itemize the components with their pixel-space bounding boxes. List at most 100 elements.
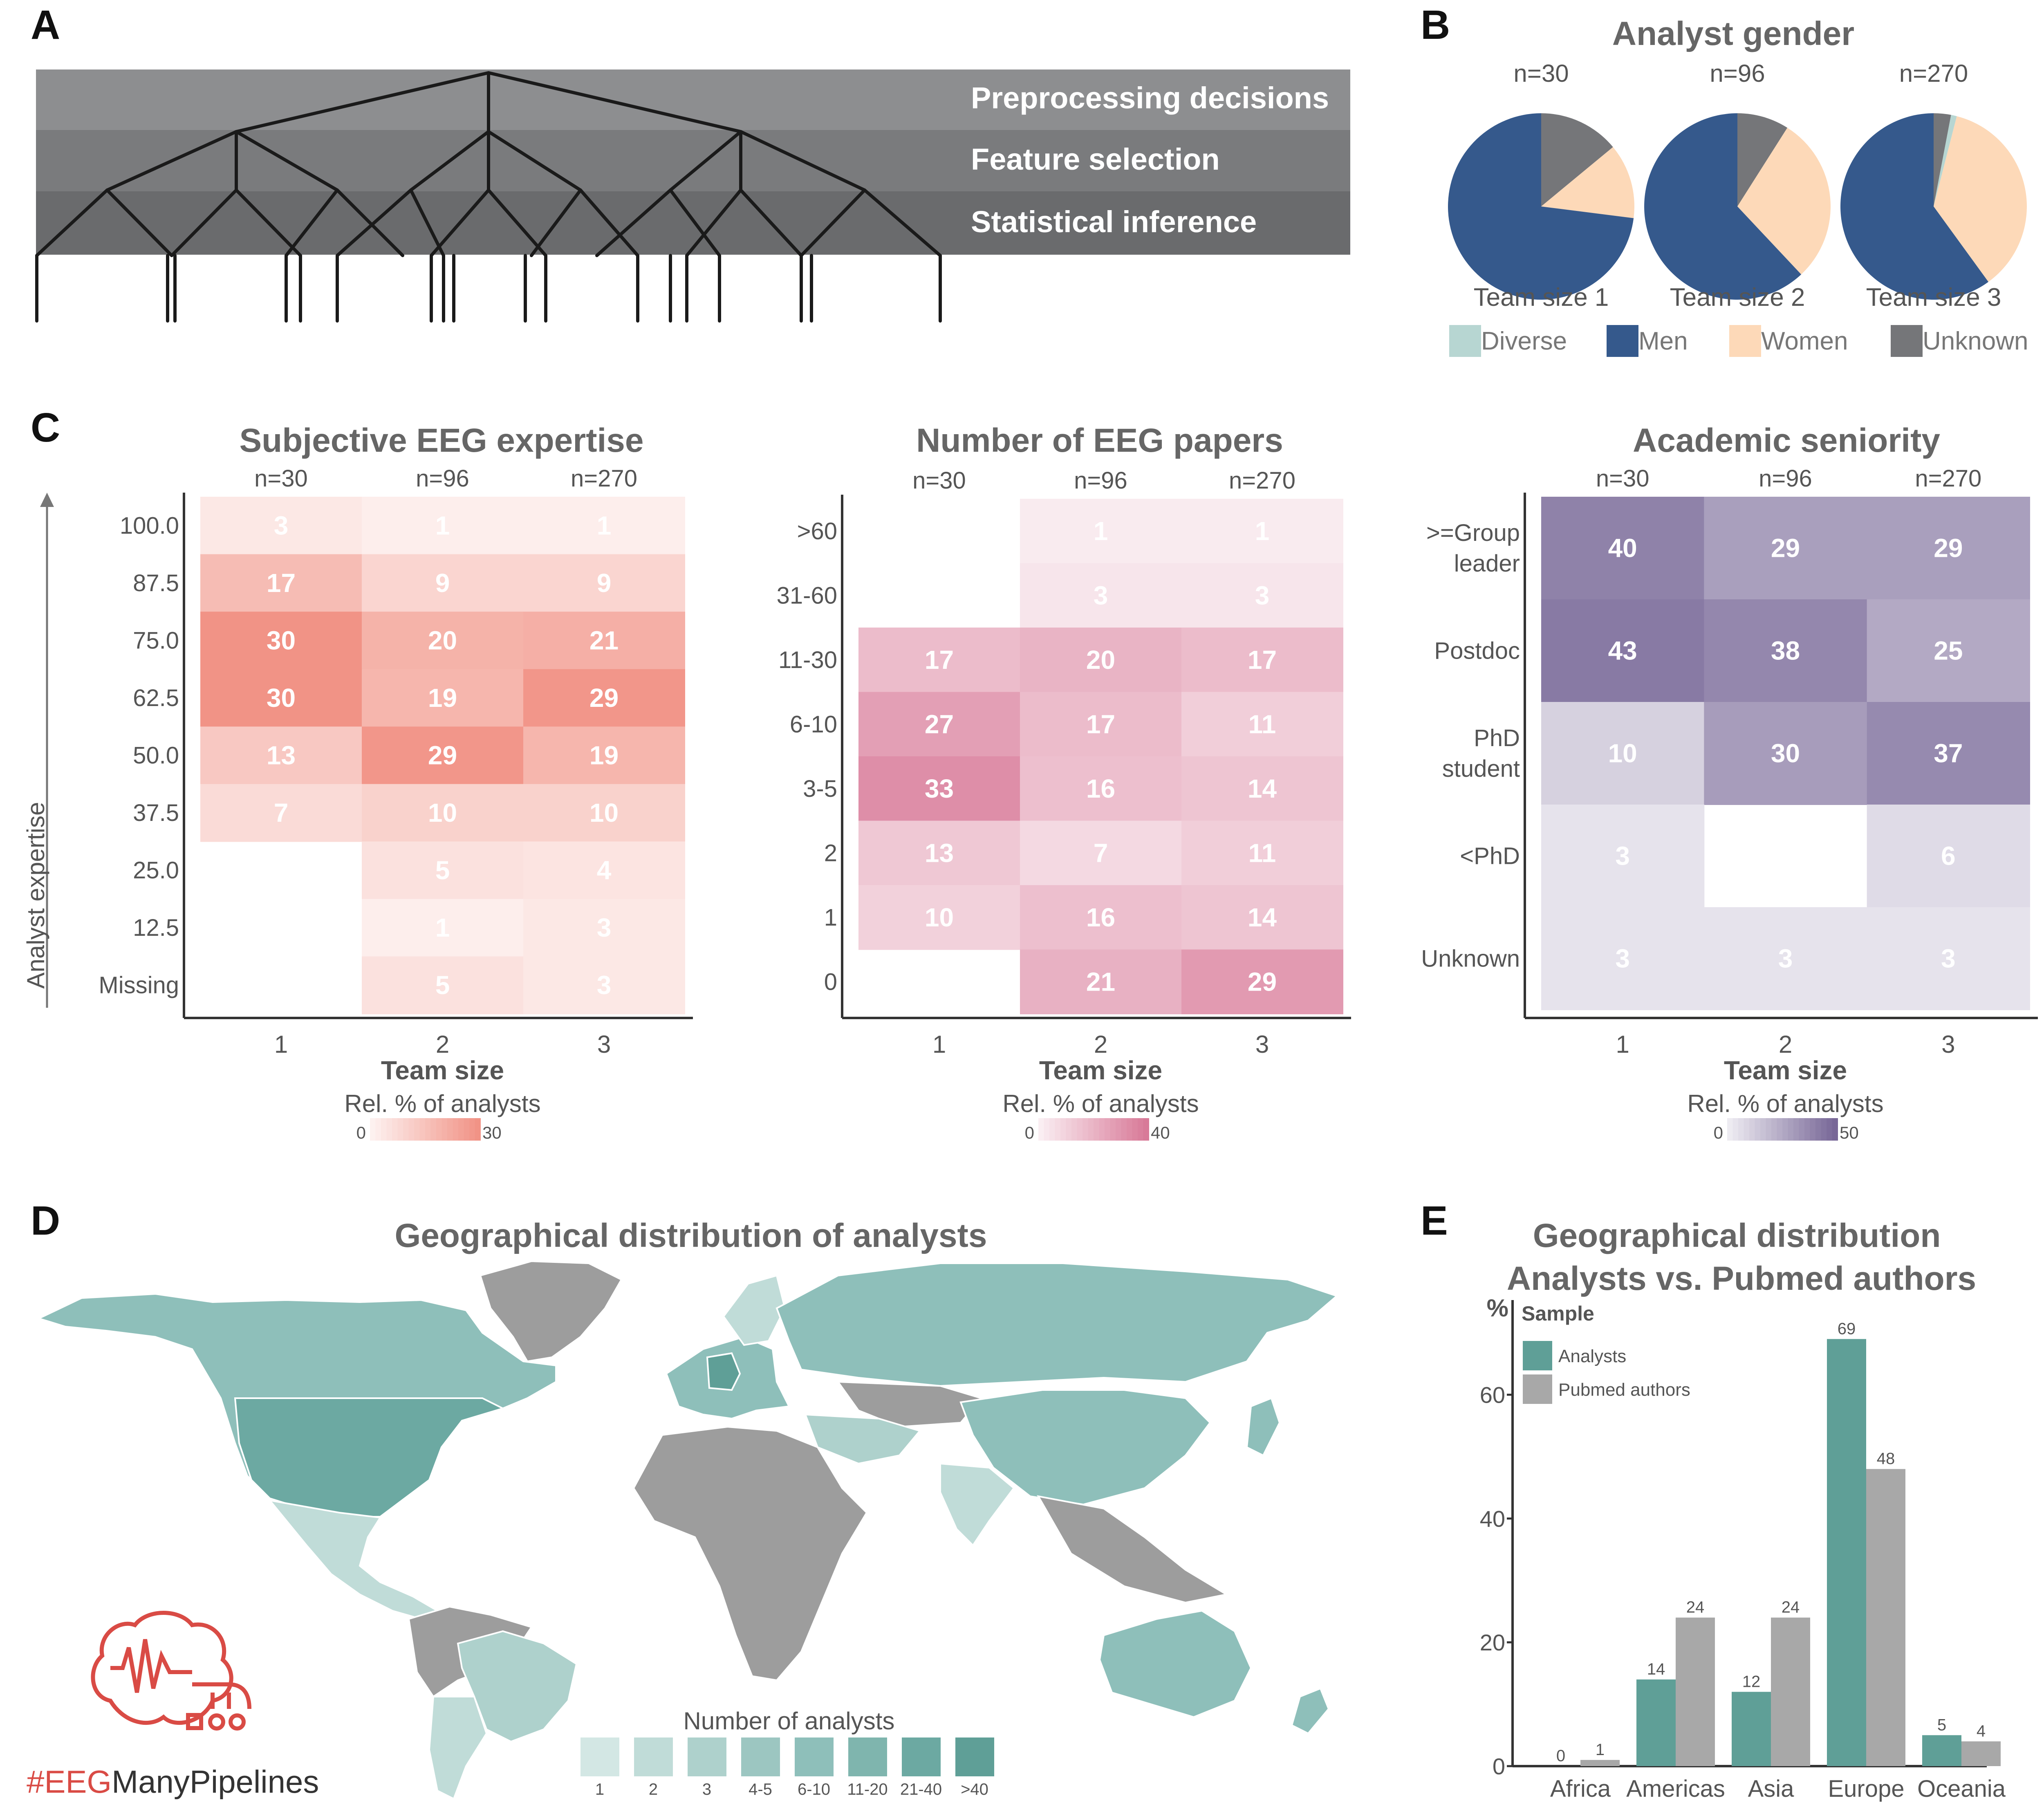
heatmap-3-cell-label: 29 <box>1771 534 1800 563</box>
heatmap-3-cell <box>1704 599 1867 702</box>
pie-1-slice-men <box>1448 113 1634 300</box>
logo-signal-icon <box>110 1639 192 1693</box>
heatmap-2-cell-label: 16 <box>1086 903 1115 932</box>
heatmap-1-n-3: n=270 <box>571 465 637 492</box>
heatmap-2-ytick: 1 <box>824 904 837 931</box>
region-australia <box>1098 1610 1252 1718</box>
heatmap-3-cell-label: 43 <box>1608 636 1637 666</box>
heatmap-3-cell <box>1541 907 1705 1010</box>
logo-brain-icon <box>91 1611 233 1725</box>
gender-legend-label-diverse: Diverse <box>1481 327 1567 355</box>
heatmap-1-cell <box>523 497 685 555</box>
region-mexico-central-america <box>268 1499 439 1620</box>
region-southeast-asia <box>1037 1495 1229 1604</box>
heatmap-3-cell <box>1541 805 1705 908</box>
bar-value-label: 0 <box>1556 1747 1565 1765</box>
heatmap-1-cell-label: 30 <box>267 626 296 655</box>
gender-legend-label-unknown: Unknown <box>1923 327 2028 355</box>
heatmap-2-cell-label: 3 <box>1255 581 1270 610</box>
bar-value-label: 69 <box>1838 1320 1856 1338</box>
heatmap-3-cell <box>1541 702 1705 805</box>
bar-value-label: 1 <box>1596 1741 1605 1759</box>
heatmap-1-cell-label: 29 <box>428 741 457 770</box>
map-legend-swatch-5 <box>795 1738 834 1776</box>
world-map <box>36 1260 1338 1800</box>
map-legend-label-1: 1 <box>595 1780 604 1798</box>
heatmap-1-legend-step <box>397 1118 403 1141</box>
heatmap-1-legend-step <box>475 1118 481 1141</box>
heatmap-2-cell <box>1020 692 1182 757</box>
heatmap-1-cell-label: 3 <box>597 913 612 942</box>
bar-pubmed-authors-africa <box>1580 1760 1620 1766</box>
map-title: Geographical distribution of analysts <box>395 1217 987 1254</box>
heatmap-2-ytick: 2 <box>824 840 837 866</box>
pie-1-slice-women <box>1541 147 1634 218</box>
heatmap-1-cell <box>523 669 685 727</box>
bar-value-label: 5 <box>1937 1716 1946 1734</box>
heatmap-1-n-2: n=96 <box>416 465 469 492</box>
heatmap-3-cell <box>1541 497 1705 600</box>
heatmap-2-ytick: 0 <box>824 969 837 995</box>
heatmap-2-xtick: 2 <box>1094 1031 1107 1058</box>
heatmap-1-cell <box>362 841 524 899</box>
heatmap-2-legend-step <box>1060 1118 1067 1141</box>
map-legend-swatch-7 <box>902 1738 941 1776</box>
heatmap-3-cell-label: 3 <box>1778 944 1793 973</box>
panel-label-c: C <box>31 405 60 451</box>
heatmap-1-cell <box>200 726 362 785</box>
heatmap-1-cell-label: 17 <box>267 568 296 598</box>
heatmap-1-cell-label: 13 <box>267 741 296 770</box>
map-legend: 1 2 3 4-5 6-10 11-20 21-40 >40 <box>580 1738 994 1798</box>
region-south-america-south <box>428 1696 488 1800</box>
pie-3-slice-unknown <box>1934 113 1951 206</box>
heatmap-3-ytick: Unknown <box>1421 946 1520 972</box>
heatmap-3-legend-step <box>1799 1118 1805 1141</box>
gender-legend-swatch-diverse <box>1449 325 1481 357</box>
bar-category-label: Asia <box>1748 1776 1795 1802</box>
heatmap-1-cell-label: 3 <box>597 971 612 1000</box>
band-label-preprocessing: Preprocessing decisions <box>971 81 1329 115</box>
heatmap-1-cell <box>200 669 362 727</box>
heatmap-1-cell <box>523 899 685 957</box>
bar-category-label: Oceania <box>1917 1776 2006 1802</box>
pie-3-slice-men <box>1840 113 1988 300</box>
panel-a-decision-tree: Preprocessing decisions Feature selectio… <box>35 70 1350 323</box>
heatmap-2-cell-label: 11 <box>1248 838 1276 868</box>
heatmap-2-cell <box>1181 885 1343 950</box>
heatmap-3-cell <box>1867 805 2030 908</box>
heatmap-1-xtick: 3 <box>597 1031 611 1058</box>
pie-3-slice-diverse <box>1934 115 1957 206</box>
heatmap-1-cell-label: 30 <box>267 683 296 713</box>
heatmap-academic-seniority: Academic seniority n=30 n=96 n=270 40 29 29 >=G… <box>1421 422 2038 1142</box>
region-new-zealand <box>1291 1687 1330 1735</box>
gender-legend-label-women: Women <box>1761 327 1848 355</box>
panel-label-b: B <box>1421 2 1450 48</box>
heatmap-3-cell-label: 40 <box>1608 534 1637 563</box>
heatmap-2-cell <box>1020 885 1182 950</box>
map-legend-label-2: 2 <box>649 1780 658 1798</box>
heatmap-3-legend-step <box>1793 1118 1800 1141</box>
region-china <box>959 1389 1211 1506</box>
pie-2-slice-unknown <box>1737 113 1788 206</box>
map-legend-label-5: 6-10 <box>798 1780 830 1798</box>
bar-analysts-europe <box>1827 1339 1866 1766</box>
bar-pubmed-authors-asia <box>1771 1617 1810 1766</box>
heatmap-3-ytick: >=Group <box>1426 520 1520 546</box>
map-legend-label-4: 4-5 <box>749 1780 772 1798</box>
bar-ytick-label: 0 <box>1493 1753 1505 1779</box>
heatmap-1-n-1: n=30 <box>254 465 308 492</box>
heatmap-3-legend-step <box>1766 1118 1772 1141</box>
heatmap-3-cell-label: 3 <box>1615 841 1630 871</box>
heatmap-2-xtick: 1 <box>932 1031 946 1058</box>
bar-legend-swatch-pubmed-authors <box>1523 1374 1552 1404</box>
map-legend-label-8: >40 <box>961 1780 988 1798</box>
heatmap-1-ytick: 62.5 <box>133 685 179 711</box>
heatmap-1-cell-label: 7 <box>274 798 289 827</box>
region-usa <box>234 1397 505 1518</box>
heatmap-3-legend-step <box>1771 1118 1777 1141</box>
bar-value-label: 14 <box>1647 1660 1665 1678</box>
heatmap-2-cell-label: 1 <box>1094 516 1108 546</box>
heatmap-2-legend-step <box>1094 1118 1100 1141</box>
